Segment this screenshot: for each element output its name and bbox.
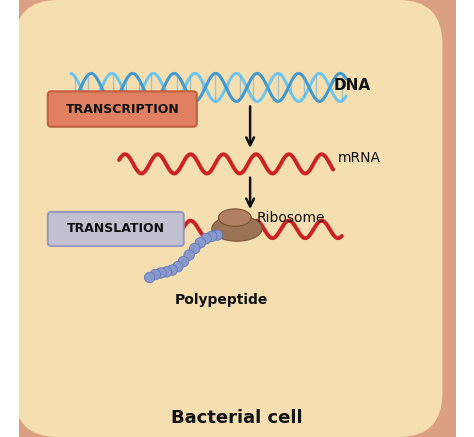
Text: Bacterial cell: Bacterial cell bbox=[171, 409, 303, 427]
Circle shape bbox=[212, 230, 223, 240]
Circle shape bbox=[155, 268, 166, 278]
Circle shape bbox=[178, 257, 189, 267]
FancyBboxPatch shape bbox=[14, 0, 442, 437]
Ellipse shape bbox=[219, 209, 251, 226]
Circle shape bbox=[184, 250, 194, 260]
Text: Polypeptide: Polypeptide bbox=[175, 293, 268, 307]
FancyBboxPatch shape bbox=[48, 91, 197, 127]
Circle shape bbox=[150, 269, 161, 280]
Circle shape bbox=[173, 261, 183, 272]
Text: mRNA: mRNA bbox=[337, 151, 381, 165]
Text: TRANSCRIPTION: TRANSCRIPTION bbox=[65, 103, 179, 116]
Circle shape bbox=[207, 231, 217, 242]
Circle shape bbox=[195, 238, 206, 248]
Circle shape bbox=[167, 265, 177, 275]
Circle shape bbox=[190, 243, 200, 254]
Ellipse shape bbox=[212, 216, 262, 241]
Text: TRANSLATION: TRANSLATION bbox=[67, 222, 165, 236]
Circle shape bbox=[161, 267, 172, 277]
Circle shape bbox=[145, 272, 155, 283]
Circle shape bbox=[201, 233, 211, 244]
FancyBboxPatch shape bbox=[48, 212, 184, 246]
Text: Ribosome: Ribosome bbox=[256, 211, 325, 225]
Text: DNA: DNA bbox=[333, 78, 370, 93]
